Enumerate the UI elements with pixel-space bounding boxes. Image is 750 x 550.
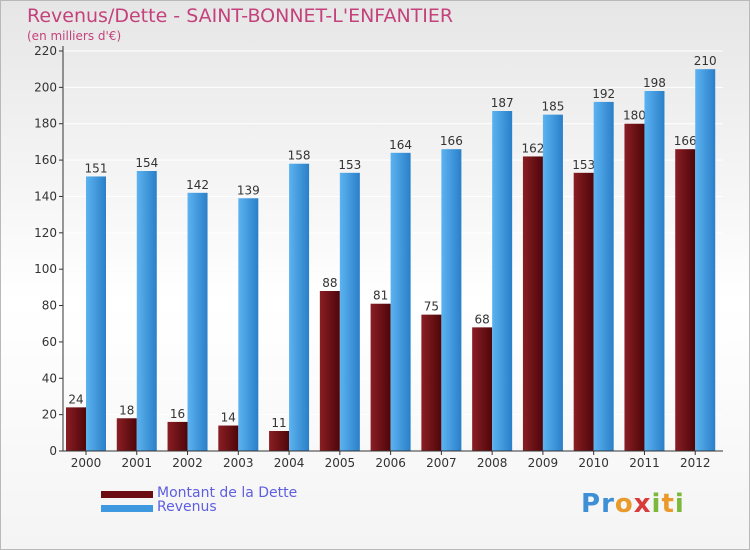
bar-dette [319, 291, 340, 451]
bar-dette [116, 418, 137, 451]
bar-revenus [136, 171, 157, 451]
data-label: 142 [186, 178, 209, 192]
data-label: 24 [68, 392, 83, 406]
chart-subtitle: (en milliers d'€) [27, 29, 122, 43]
legend-label-revenus: Revenus [157, 499, 217, 515]
data-label: 180 [623, 109, 646, 123]
bar-dette [675, 149, 696, 451]
bar-revenus [441, 149, 462, 451]
bar-revenus [187, 192, 208, 451]
y-axis: 0 20 40 60 80 100 120 140 160 180 200 220 [34, 44, 64, 458]
bar-revenus [492, 111, 513, 451]
y-tick-label: 120 [34, 226, 57, 240]
y-tick-label: 20 [42, 408, 57, 422]
data-label: 154 [135, 156, 158, 170]
x-tick-label: 2011 [629, 456, 660, 470]
logo-letter: o [614, 489, 634, 519]
data-label: 151 [85, 161, 108, 175]
legend-label-debt: Montant de la Dette [157, 485, 298, 501]
x-tick-label: 2007 [426, 456, 457, 470]
data-label: 185 [541, 100, 564, 114]
data-label: 158 [288, 149, 311, 163]
data-label: 166 [674, 134, 697, 148]
data-label: 68 [475, 312, 490, 326]
data-label: 16 [170, 407, 185, 421]
data-label: 166 [440, 134, 463, 148]
x-tick-label: 2012 [680, 456, 711, 470]
bar-dette [218, 425, 239, 451]
data-label: 210 [694, 54, 717, 68]
bars: 24 151 18 154 16 142 14 139 11 158 88 153 81 164 75 166… [66, 54, 717, 452]
x-tick-label: 2001 [121, 456, 152, 470]
logo-letter: P [581, 489, 602, 519]
bar-revenus [695, 69, 716, 451]
data-label: 75 [424, 300, 439, 314]
y-tick-label: 60 [42, 335, 57, 349]
y-tick-label: 200 [34, 80, 57, 94]
x-tick-label: 2000 [71, 456, 102, 470]
y-tick-label: 160 [34, 153, 57, 167]
y-tick-label: 80 [42, 299, 57, 313]
y-tick-label: 180 [34, 117, 57, 131]
bar-dette [167, 421, 188, 451]
y-tick-label: 140 [34, 189, 57, 203]
data-label: 88 [322, 276, 337, 290]
bar-revenus [86, 176, 106, 452]
data-label: 192 [592, 87, 615, 101]
y-tick-label: 100 [34, 262, 57, 276]
logo-letter: i [651, 489, 662, 519]
x-tick-label: 2004 [274, 456, 305, 470]
y-tick-label: 40 [42, 371, 57, 385]
data-label: 139 [237, 183, 260, 197]
bar-dette [269, 431, 290, 451]
bar-dette [472, 327, 493, 451]
data-label: 198 [643, 76, 666, 90]
data-label: 162 [521, 141, 544, 155]
x-tick-label: 2009 [528, 456, 559, 470]
data-label: 153 [572, 158, 595, 172]
bar-revenus [644, 91, 665, 451]
x-tick-label: 2006 [375, 456, 406, 470]
data-label: 153 [338, 158, 361, 172]
logo-letter: t [661, 489, 675, 519]
bar-dette [624, 123, 645, 452]
bar-dette [573, 172, 594, 451]
data-label: 11 [271, 416, 286, 430]
bar-revenus [593, 101, 614, 451]
logo-letter: r [601, 489, 615, 519]
data-label: 18 [119, 403, 134, 417]
x-tick-label: 2005 [325, 456, 356, 470]
bar-dette [522, 156, 543, 452]
x-tick-label: 2008 [477, 456, 508, 470]
legend-swatch-revenus [101, 505, 153, 512]
legend-swatch-debt [101, 491, 153, 498]
proxiti-logo: Proxiti [581, 489, 685, 519]
logo-letter: x [633, 489, 652, 519]
data-label: 187 [491, 96, 514, 110]
chart-title: Revenus/Dette - SAINT-BONNET-L'ENFANTIER [27, 5, 454, 27]
bar-revenus [390, 152, 411, 451]
x-tick-label: 2003 [223, 456, 254, 470]
logo-letter: i [674, 489, 685, 519]
x-tick-label: 2010 [578, 456, 609, 470]
data-label: 81 [373, 289, 388, 303]
data-label: 14 [221, 411, 236, 425]
x-tick-label: 2002 [172, 456, 203, 470]
bar-dette [66, 407, 86, 451]
bar-revenus [339, 172, 360, 451]
bar-dette [421, 314, 442, 451]
y-tick-label: 0 [49, 444, 57, 458]
y-tick-label: 220 [34, 44, 57, 58]
bar-revenus [289, 163, 310, 451]
bar-revenus [238, 198, 259, 451]
x-axis: 2000 2001 2002 2003 2004 2005 2006 2007 2008 2009… [63, 450, 723, 470]
data-label: 164 [389, 138, 412, 152]
bar-dette [370, 303, 391, 451]
bar-revenus [542, 114, 563, 452]
